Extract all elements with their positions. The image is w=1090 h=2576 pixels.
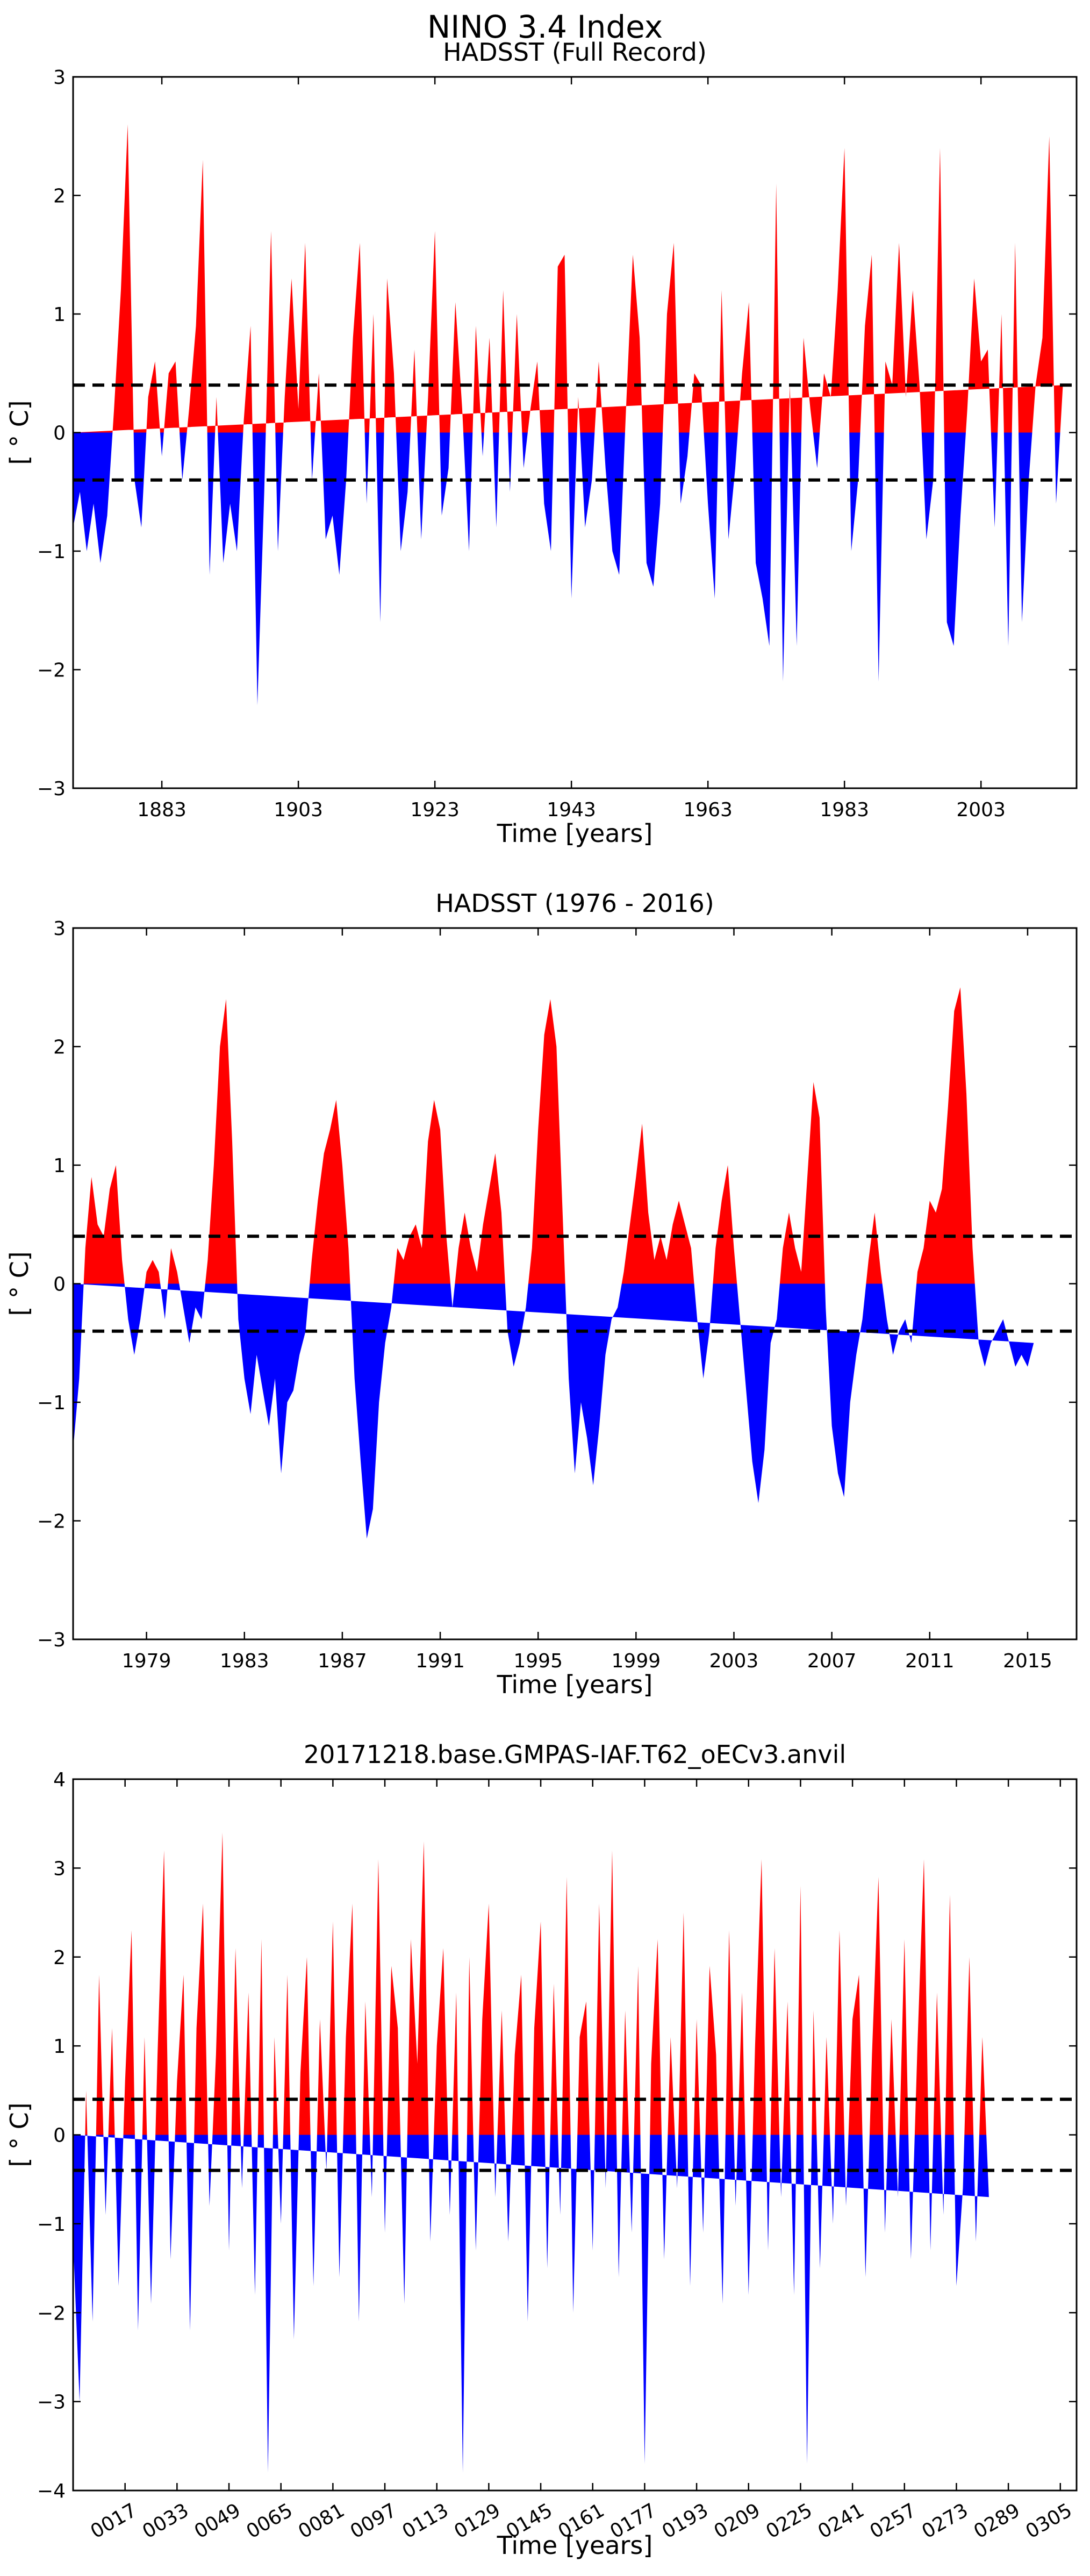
ytick-label: 3 [53, 918, 66, 940]
xtick-label: 1883 [137, 799, 187, 821]
xtick-label: 0225 [762, 2499, 816, 2543]
positive-anomaly-fill [73, 987, 1034, 1284]
positive-anomaly-fill [73, 1832, 989, 2135]
y-axis-label: [ ° C] [5, 1251, 34, 1316]
xtick-label: 1963 [683, 799, 733, 821]
xtick-label: 2007 [807, 1650, 857, 1672]
xtick-label: 1991 [415, 1650, 465, 1672]
negative-anomaly-fill [73, 1283, 1034, 1539]
ytick-label: 2 [53, 1037, 66, 1059]
ytick-label: −3 [37, 1629, 66, 1651]
ytick-label: 0 [53, 1274, 66, 1296]
x-axis-label: Time [years] [497, 819, 653, 848]
negative-anomaly-fill [73, 2135, 989, 2473]
ytick-label: −2 [37, 660, 66, 682]
ytick-label: −2 [37, 1511, 66, 1533]
plot-area [73, 987, 1077, 1539]
xtick-label: 1943 [547, 799, 596, 821]
ytick-label: −1 [37, 541, 66, 563]
xtick-label: 0289 [970, 2499, 1024, 2543]
chart-title: HADSST (Full Record) [443, 38, 707, 67]
chart-panel-1: −3 −2 −1 0 1 2 3 1883 1903 1923 1943 1963 1983 2003 HA… [5, 38, 1078, 848]
ytick-label: 3 [53, 67, 66, 89]
ytick-label: −3 [37, 2392, 66, 2414]
xtick-label: 1987 [318, 1650, 367, 1672]
xtick-label: 0113 [399, 2499, 453, 2543]
ytick-label: 3 [53, 1858, 66, 1880]
x-axis-label: Time [years] [497, 1670, 653, 1699]
xtick-label: 0017 [87, 2499, 141, 2543]
ytick-label: −4 [37, 2480, 66, 2502]
xtick-label: 0049 [191, 2499, 245, 2543]
xtick-label: 0257 [866, 2499, 920, 2543]
xtick-label: 2003 [956, 799, 1006, 821]
xtick-label: 1979 [122, 1650, 171, 1672]
xtick-label: 2015 [1003, 1650, 1052, 1672]
xtick-label: 2011 [905, 1650, 955, 1672]
ytick-label: 2 [53, 1947, 66, 1969]
ytick-label: 1 [53, 2036, 66, 2058]
xtick-label: 0097 [347, 2499, 400, 2543]
ytick-label: 1 [53, 1155, 66, 1177]
ytick-label: 2 [53, 185, 66, 208]
xtick-label: 1923 [410, 799, 460, 821]
ytick-label: −1 [37, 1392, 66, 1414]
y-axis-label: [ ° C] [5, 2102, 34, 2167]
xtick-label: 0305 [1022, 2499, 1076, 2543]
xtick-label: 0193 [658, 2499, 712, 2543]
ytick-label: 4 [53, 1769, 66, 1791]
chart-title: 20171218.base.GMPAS-IAF.T62_oECv3.anvil [304, 1740, 846, 1769]
xtick-label: 1995 [513, 1650, 563, 1672]
ytick-label: 0 [53, 2125, 66, 2147]
xtick-label: 1903 [274, 799, 323, 821]
xtick-label: 0209 [711, 2499, 764, 2543]
ytick-label: −1 [37, 2214, 66, 2236]
figure-suptitle: NINO 3.4 Index [427, 9, 663, 45]
chart-title: HADSST (1976 - 2016) [435, 889, 714, 918]
chart-panel-3: −4 −3 −2 −1 0 1 2 3 4 001700330049006500810097011… [5, 1740, 1078, 2560]
chart-panel-2: −3 −2 −1 0 1 2 3 1979 1983 1987 1991 1995 1999 2003 20… [5, 889, 1078, 1699]
xtick-label: 1999 [612, 1650, 661, 1672]
xtick-label: 0241 [814, 2499, 868, 2543]
xtick-label: 0273 [918, 2499, 972, 2543]
xtick-label: 0033 [139, 2499, 192, 2543]
y-axis-label: [ ° C] [5, 400, 34, 465]
negative-anomaly-fill [73, 432, 1063, 705]
xtick-label: 1983 [820, 799, 869, 821]
xtick-label: 0129 [450, 2499, 504, 2543]
x-axis-label: Time [years] [497, 2531, 653, 2560]
xtick-label: 0065 [243, 2499, 297, 2543]
xtick-label: 2003 [709, 1650, 759, 1672]
plot-area [73, 124, 1077, 705]
xtick-label: 1983 [220, 1650, 269, 1672]
plot-area [73, 1832, 1077, 2473]
positive-anomaly-fill [73, 124, 1063, 433]
ytick-label: 1 [53, 304, 66, 326]
ytick-label: 0 [53, 423, 66, 445]
ytick-label: −2 [37, 2302, 66, 2324]
xtick-label: 0081 [295, 2499, 348, 2543]
ytick-label: −3 [37, 778, 66, 800]
